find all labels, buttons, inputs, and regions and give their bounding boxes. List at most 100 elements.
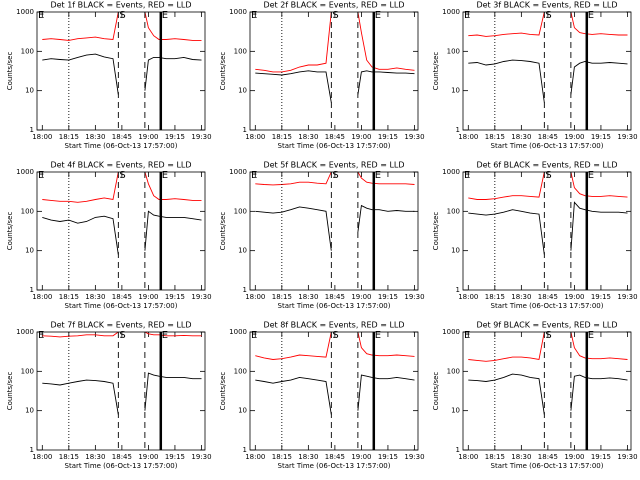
panel: Det 4f BLACK = Events, RED = LLD Counts/s… (6, 161, 212, 311)
y-tick-label: 10 (238, 247, 247, 255)
y-tick-label: 1000 (229, 8, 247, 16)
panel-title: Det 8f BLACK = Events, RED = LLD (263, 321, 404, 330)
y-axis-label: Counts/sec (219, 372, 227, 411)
y-tick-label: 1000 (16, 8, 34, 16)
y-axis-label: Counts/sec (219, 212, 227, 251)
series-line (255, 374, 415, 415)
y-tick-label: 1 (456, 286, 460, 294)
x-tick-label: 18:00 (458, 293, 478, 301)
event-marker: S (119, 330, 125, 341)
x-tick-label: 19:00 (351, 453, 371, 461)
x-tick-label: 18:15 (59, 133, 79, 141)
y-tick-label: 1 (30, 286, 34, 294)
x-tick-label: 19:30 (191, 293, 211, 301)
y-tick-label: 1 (456, 126, 460, 134)
x-tick-label: 19:15 (165, 453, 185, 461)
event-marker: E (251, 330, 257, 341)
panel-title: Det 1f BLACK = Events, RED = LLD (50, 1, 191, 10)
event-marker: S (545, 170, 551, 181)
event-marker: E (375, 10, 381, 21)
x-tick-label: 18:15 (272, 293, 292, 301)
series-line (468, 59, 628, 103)
event-marker: S (545, 10, 551, 21)
x-tick-label: 18:30 (298, 453, 318, 461)
x-tick-label: 19:15 (378, 453, 398, 461)
x-tick-label: 18:15 (485, 453, 505, 461)
x-axis-label: Start Time (06-Oct-13 17:57:00) (278, 142, 391, 150)
panel-title: Det 9f BLACK = Events, RED = LLD (476, 321, 617, 330)
y-tick-label: 1000 (16, 328, 34, 336)
plot-frame (462, 171, 632, 291)
x-tick-label: 19:15 (165, 293, 185, 301)
series-line (42, 172, 202, 203)
panel-title: Det 6f BLACK = Events, RED = LLD (476, 161, 617, 170)
x-axis-label: Start Time (06-Oct-13 17:57:00) (65, 142, 178, 150)
x-tick-label: 18:15 (485, 293, 505, 301)
x-tick-label: 18:00 (458, 133, 478, 141)
x-axis-label: Start Time (06-Oct-13 17:57:00) (491, 142, 604, 150)
y-axis-label: Counts/sec (432, 52, 440, 91)
y-tick-label: 10 (238, 407, 247, 415)
x-axis-label: Start Time (06-Oct-13 17:57:00) (491, 302, 604, 310)
x-tick-label: 19:30 (617, 293, 637, 301)
event-marker: E (162, 10, 168, 21)
y-tick-label: 1000 (442, 8, 460, 16)
panel: Det 3f BLACK = Events, RED = LLD Counts/s… (432, 1, 638, 151)
x-tick-label: 18:30 (511, 453, 531, 461)
event-marker: E (464, 10, 470, 21)
y-tick-label: 1000 (442, 328, 460, 336)
event-marker: E (375, 170, 381, 181)
event-marker: S (119, 10, 125, 21)
series-line (468, 172, 628, 200)
x-tick-label: 19:30 (404, 133, 424, 141)
x-tick-label: 18:00 (245, 293, 265, 301)
series-line (255, 12, 415, 73)
plot-frame (462, 11, 632, 131)
x-tick-label: 19:00 (138, 293, 158, 301)
y-axis-label: Counts/sec (6, 372, 14, 411)
x-tick-label: 19:00 (351, 133, 371, 141)
series-line (42, 332, 202, 338)
x-tick-label: 19:15 (378, 133, 398, 141)
y-axis-label: Counts/sec (432, 372, 440, 411)
y-tick-label: 1 (30, 126, 34, 134)
y-tick-label: 1 (30, 446, 34, 454)
x-tick-label: 18:00 (32, 453, 52, 461)
y-tick-label: 100 (21, 367, 34, 375)
x-tick-label: 18:30 (85, 453, 105, 461)
panel: Det 6f BLACK = Events, RED = LLD Counts/s… (432, 161, 638, 311)
panel-title: Det 2f BLACK = Events, RED = LLD (263, 1, 404, 10)
y-tick-label: 10 (25, 247, 34, 255)
y-tick-label: 1 (243, 286, 247, 294)
x-tick-label: 18:15 (59, 453, 79, 461)
x-tick-label: 18:00 (32, 293, 52, 301)
x-tick-label: 18:45 (538, 453, 558, 461)
y-tick-label: 10 (238, 87, 247, 95)
x-tick-label: 18:15 (272, 133, 292, 141)
event-marker: S (332, 330, 338, 341)
event-marker: E (251, 170, 257, 181)
panel: Det 2f BLACK = Events, RED = LLD Counts/s… (219, 1, 425, 151)
x-tick-label: 18:45 (325, 293, 345, 301)
y-tick-label: 10 (25, 87, 34, 95)
x-tick-label: 19:00 (138, 453, 158, 461)
series-line (42, 372, 202, 415)
x-tick-label: 18:30 (85, 133, 105, 141)
y-tick-label: 100 (21, 47, 34, 55)
event-marker: E (464, 330, 470, 341)
series-line (468, 12, 628, 37)
series-line (42, 12, 202, 41)
panel-title: Det 7f BLACK = Events, RED = LLD (50, 321, 191, 330)
x-tick-label: 19:00 (138, 133, 158, 141)
x-tick-label: 18:30 (85, 293, 105, 301)
event-marker: S (332, 170, 338, 181)
panel-title: Det 5f BLACK = Events, RED = LLD (263, 161, 404, 170)
panel: Det 8f BLACK = Events, RED = LLD Counts/s… (219, 321, 425, 471)
event-marker: E (464, 170, 470, 181)
series-line (255, 332, 415, 360)
x-tick-label: 19:15 (378, 293, 398, 301)
panel: Det 7f BLACK = Events, RED = LLD Counts/s… (6, 321, 212, 471)
x-axis-label: Start Time (06-Oct-13 17:57:00) (278, 462, 391, 470)
series-line (468, 201, 628, 255)
